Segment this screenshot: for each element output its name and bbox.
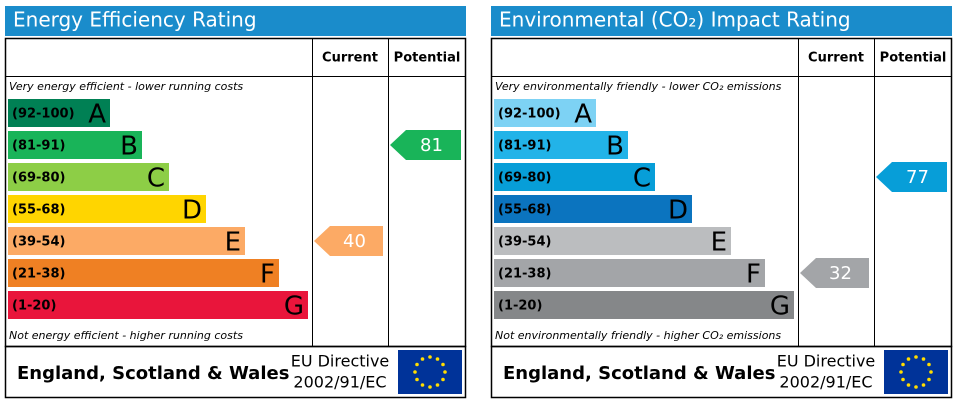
eu-star — [929, 370, 933, 374]
rating-band — [8, 131, 142, 159]
eu-star — [441, 377, 445, 382]
eu-star — [443, 370, 447, 374]
eu-star — [435, 383, 440, 387]
eu-star — [921, 383, 926, 387]
column-header: Potential — [880, 51, 947, 66]
band-range: (39-54) — [12, 235, 65, 250]
eu-star — [415, 362, 419, 367]
rating-band — [494, 163, 655, 191]
band-letter: B — [606, 132, 624, 162]
rating-band — [8, 227, 245, 255]
footer-region: England, Scotland & Wales — [503, 363, 775, 384]
eu-star — [914, 355, 918, 359]
rating-arrow — [876, 162, 947, 192]
eu-star — [435, 357, 440, 361]
column-header: Current — [322, 51, 378, 66]
title-bar — [491, 6, 952, 36]
panel-title: Energy Efficiency Rating — [13, 8, 257, 32]
band-letter: G — [770, 292, 790, 322]
bottom-note: Not energy efficient - higher running co… — [9, 329, 243, 342]
band-letter: C — [633, 164, 651, 194]
band-range: (1-20) — [498, 299, 542, 314]
column-header: Current — [808, 51, 864, 66]
band-range: (92-100) — [498, 107, 561, 122]
eu-star — [428, 355, 432, 359]
band-letter: B — [120, 132, 138, 162]
rating-band — [8, 291, 308, 319]
eu-star — [901, 362, 905, 367]
eu-star — [927, 362, 931, 367]
band-range: (21-38) — [12, 267, 65, 282]
eu-star — [921, 357, 926, 361]
eu-star — [914, 385, 918, 389]
eu-star — [441, 362, 445, 367]
eu-star — [413, 370, 417, 374]
eu-star — [906, 357, 911, 361]
eu-star — [899, 370, 903, 374]
footer-directive: EU Directive — [291, 352, 390, 371]
band-range: (81-91) — [12, 139, 65, 154]
eu-star — [415, 377, 419, 382]
band-letter: D — [668, 196, 688, 226]
column-header: Potential — [394, 51, 461, 66]
rating-value: 77 — [906, 167, 929, 188]
footer-region: England, Scotland & Wales — [17, 363, 289, 384]
rating-band — [494, 131, 628, 159]
rating-value: 81 — [420, 135, 443, 156]
band-range: (92-100) — [12, 107, 75, 122]
rating-band — [494, 291, 794, 319]
eu-star — [420, 383, 425, 387]
band-letter: A — [574, 100, 592, 130]
rating-value: 32 — [829, 263, 852, 284]
band-range: (81-91) — [498, 139, 551, 154]
bottom-note: Not environmentally friendly - higher CO… — [495, 329, 781, 342]
band-range: (55-68) — [498, 203, 551, 218]
rating-band — [494, 259, 765, 287]
band-range: (55-68) — [12, 203, 65, 218]
eu-star — [927, 377, 931, 382]
eu-star — [420, 357, 425, 361]
band-letter: F — [260, 260, 275, 290]
rating-band — [494, 227, 731, 255]
top-note: Very environmentally friendly - lower CO… — [495, 80, 782, 93]
panel-title: Environmental (CO₂) Impact Rating — [499, 8, 851, 32]
rating-band — [8, 195, 206, 223]
rating-band — [8, 259, 279, 287]
rating-arrow — [390, 130, 461, 160]
band-letter: C — [147, 164, 165, 194]
band-letter: E — [225, 228, 241, 258]
title-bar — [5, 6, 466, 36]
band-range: (69-80) — [12, 171, 65, 186]
footer-frame — [4, 345, 467, 399]
rating-value: 40 — [343, 231, 366, 252]
footer-directive: 2002/91/EC — [779, 373, 872, 392]
rating-band — [8, 163, 169, 191]
rating-band — [8, 99, 110, 127]
footer-directive: EU Directive — [777, 352, 876, 371]
footer-directive: 2002/91/EC — [293, 373, 386, 392]
footer-frame — [490, 345, 953, 399]
band-letter: E — [711, 228, 727, 258]
eu-star — [901, 377, 905, 382]
rating-arrow — [314, 226, 383, 256]
band-letter: G — [284, 292, 304, 322]
band-range: (21-38) — [498, 267, 551, 282]
band-range: (1-20) — [12, 299, 56, 314]
band-letter: F — [746, 260, 761, 290]
eu-star — [906, 383, 911, 387]
rating-band — [494, 195, 692, 223]
band-letter: D — [182, 196, 202, 226]
band-range: (39-54) — [498, 235, 551, 250]
band-range: (69-80) — [498, 171, 551, 186]
rating-arrow — [800, 258, 869, 288]
band-letter: A — [88, 100, 106, 130]
top-note: Very energy efficient - lower running co… — [9, 80, 243, 93]
eu-star — [428, 385, 432, 389]
rating-band — [494, 99, 596, 127]
